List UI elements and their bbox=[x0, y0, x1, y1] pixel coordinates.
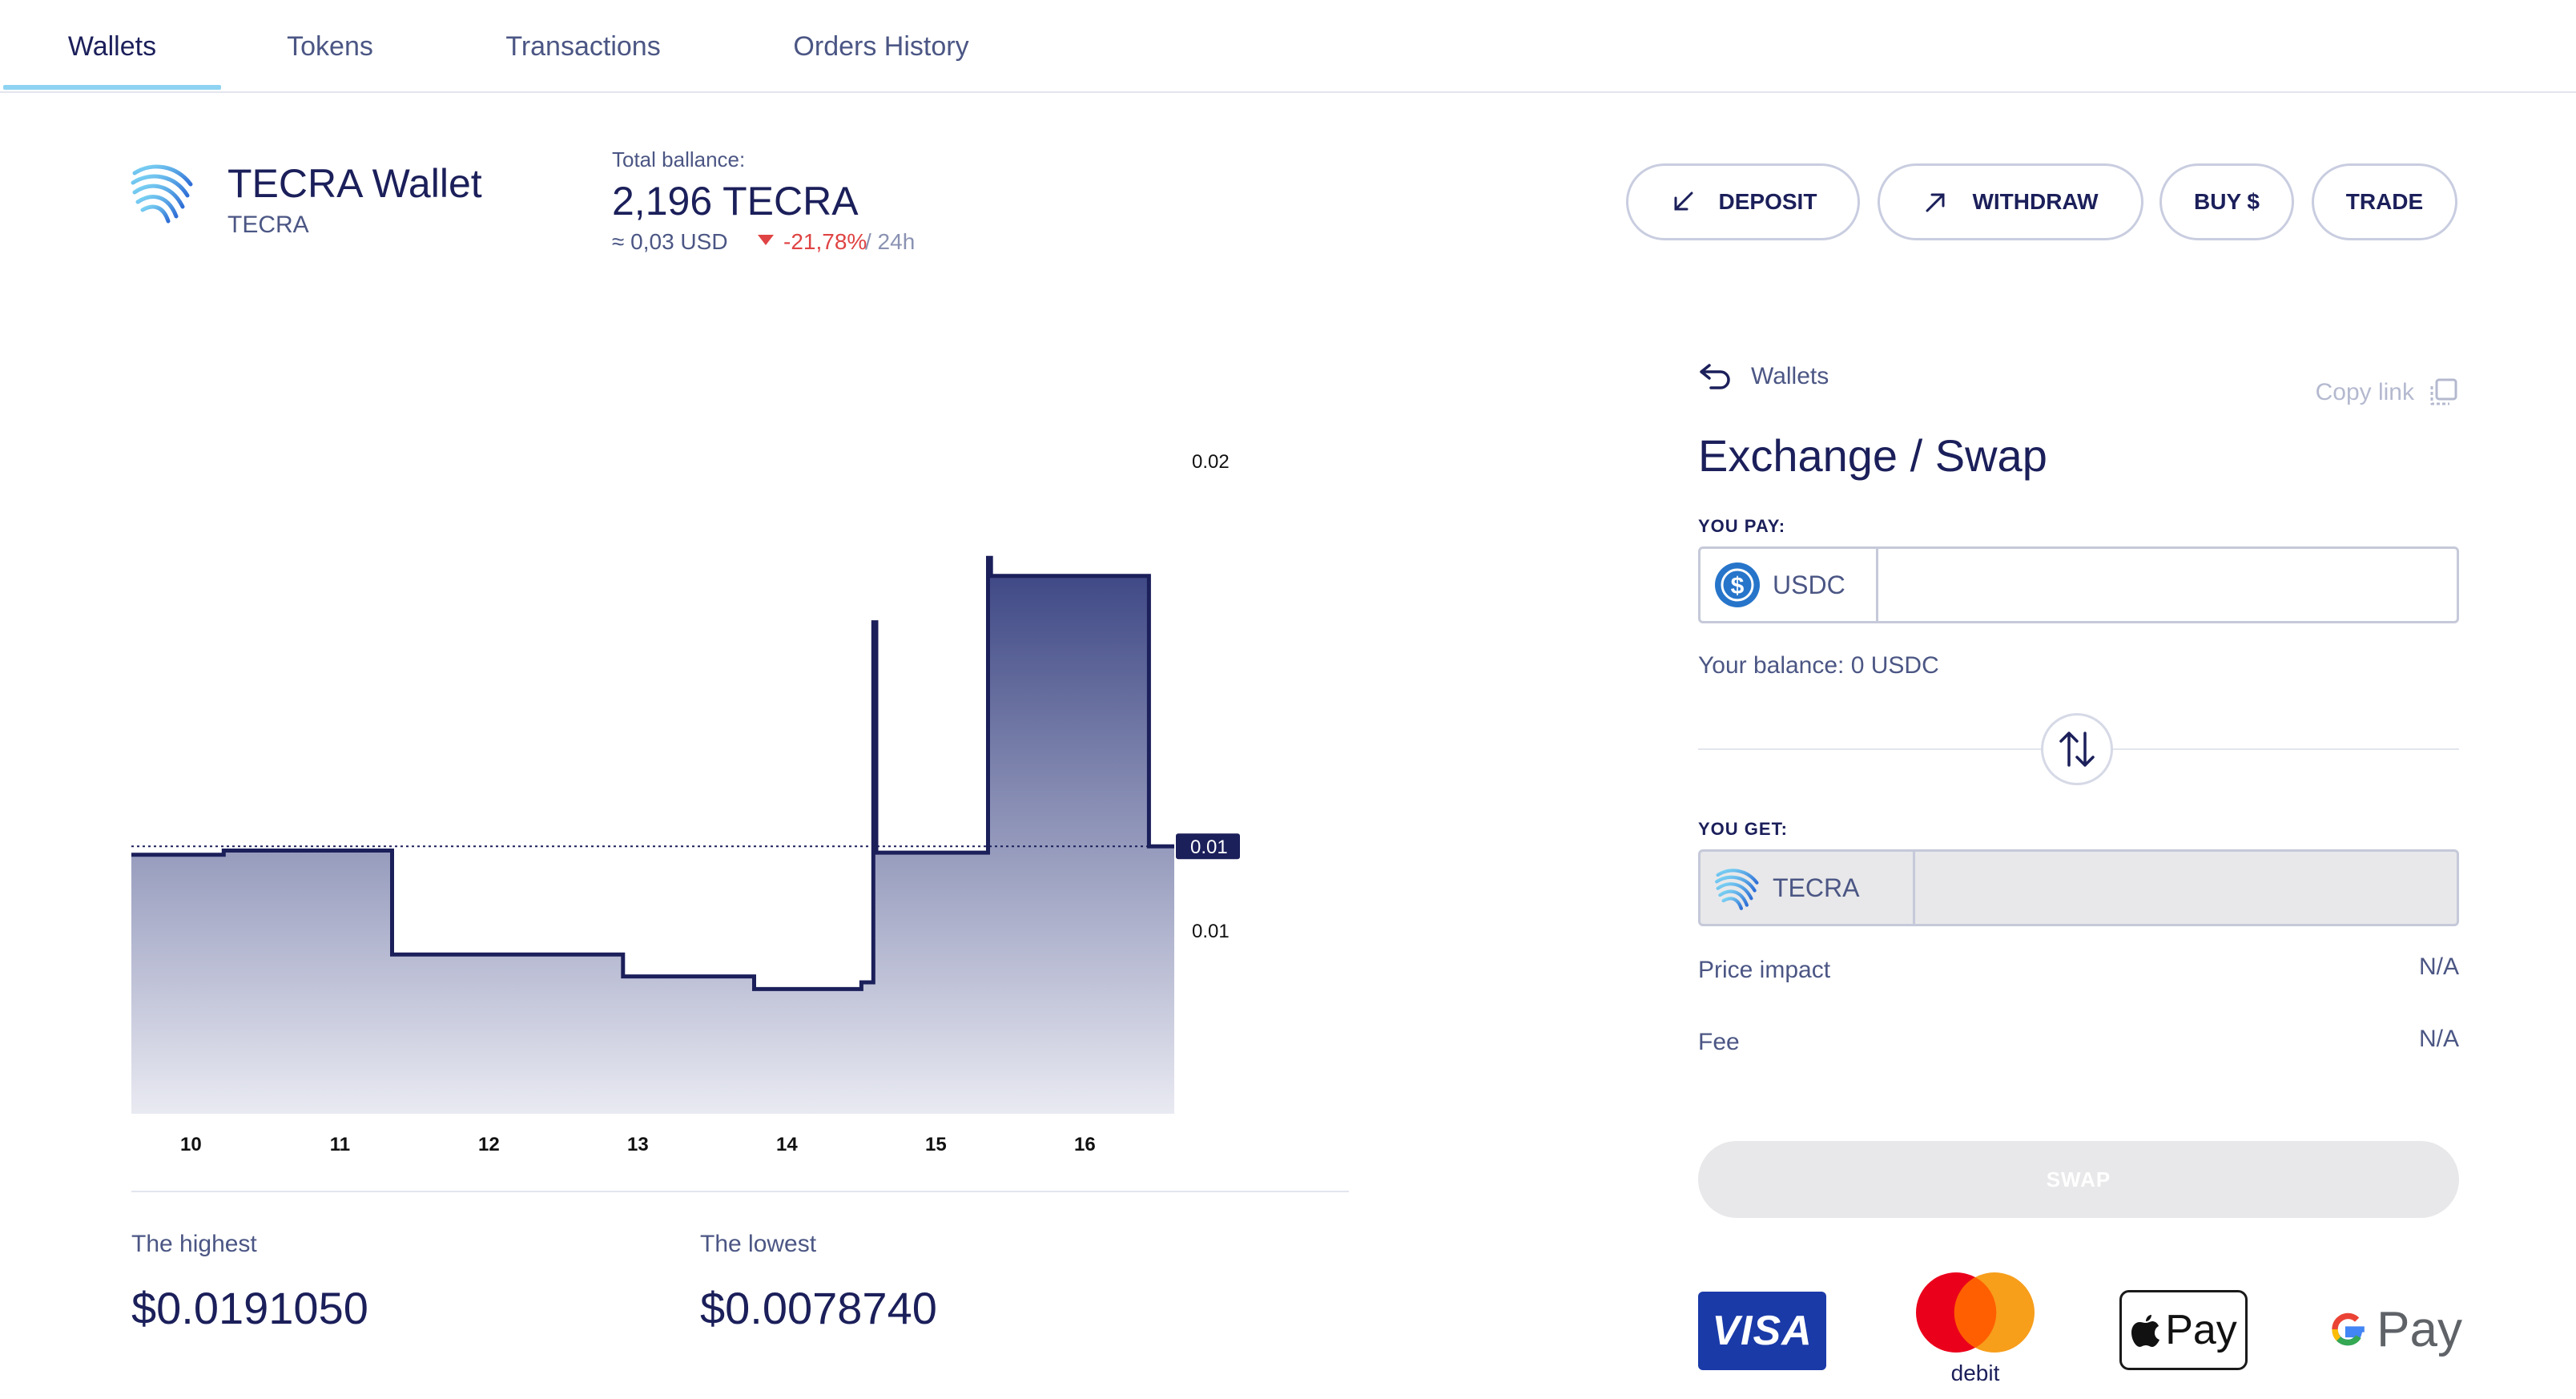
trade-button[interactable]: TRADE bbox=[2312, 163, 2457, 240]
mastercard-debit-logo: debit bbox=[1903, 1271, 2047, 1391]
svg-text:$: $ bbox=[1731, 573, 1745, 599]
highest-value: $0.0191050 bbox=[131, 1283, 368, 1333]
wallet-symbol: TECRA bbox=[227, 212, 309, 238]
usdc-icon: $ bbox=[1715, 562, 1760, 607]
deposit-label: DEPOSIT bbox=[1718, 189, 1817, 214]
chart-area-fill bbox=[131, 558, 1174, 1114]
wallet-title: TECRA Wallet bbox=[227, 161, 482, 206]
pay-token-selector[interactable]: $ USDC bbox=[1701, 549, 1878, 621]
get-token-label: TECRA bbox=[1773, 873, 1860, 902]
google-pay-label: Pay bbox=[2377, 1301, 2462, 1357]
price-impact-value: N/A bbox=[2418, 953, 2459, 980]
balance-usd: ≈ 0,03 USD bbox=[612, 229, 728, 254]
total-balance-value: 2,196 TECRA bbox=[612, 179, 859, 224]
y-tick-label: 0.02 bbox=[1192, 451, 1230, 473]
copy-link-button[interactable]: Copy link bbox=[2316, 377, 2459, 409]
deposit-button[interactable]: DEPOSIT bbox=[1626, 163, 1860, 240]
highest-label: The highest bbox=[131, 1231, 257, 1257]
pay-field: $ USDC bbox=[1698, 546, 2459, 623]
tecra-logo-icon bbox=[131, 164, 193, 224]
x-axis-ticks: 10 11 12 13 14 15 16 bbox=[180, 1134, 1096, 1155]
your-balance: Your balance: 0 USDC bbox=[1698, 652, 1939, 679]
you-get-label: YOU GET: bbox=[1698, 819, 1788, 839]
price-impact-label: Price impact bbox=[1698, 957, 1831, 983]
swap-button[interactable]: SWAP bbox=[1698, 1141, 2459, 1218]
down-triangle-icon bbox=[758, 235, 774, 246]
y-tick-label: 0.01 bbox=[1192, 921, 1230, 942]
pay-amount-input[interactable] bbox=[1878, 549, 2457, 621]
y-axis-ticks: 0.02 0.01 bbox=[1192, 451, 1230, 942]
fee-value: N/A bbox=[2418, 1026, 2459, 1052]
swap-title: Exchange / Swap bbox=[1698, 430, 2047, 481]
current-price-tag bbox=[1176, 833, 1240, 860]
google-g-icon bbox=[2332, 1312, 2365, 1346]
balance-period: / 24h bbox=[865, 229, 916, 254]
copy-link-label: Copy link bbox=[2315, 379, 2414, 405]
x-tick-label: 16 bbox=[1074, 1134, 1096, 1155]
chart-divider bbox=[131, 1191, 1349, 1192]
back-label: Wallets bbox=[1751, 363, 1829, 389]
buy-label: BUY $ bbox=[2194, 189, 2260, 214]
tab-orders-history[interactable]: Orders History bbox=[793, 31, 969, 62]
lowest-label: The lowest bbox=[700, 1231, 817, 1257]
balance-change-value: -21,78% bbox=[783, 229, 867, 254]
get-token-selector[interactable]: TECRA bbox=[1701, 852, 1915, 924]
x-tick-label: 14 bbox=[776, 1134, 798, 1155]
mastercard-label: debit bbox=[1950, 1361, 2000, 1385]
apple-icon bbox=[2131, 1315, 2160, 1347]
swap-arrows-icon bbox=[2059, 732, 2095, 767]
back-arrow-icon bbox=[1700, 364, 1730, 389]
total-balance-label: Total ballance: bbox=[612, 147, 746, 171]
chart-series-line bbox=[131, 555, 1174, 991]
arrow-up-right-icon bbox=[1926, 193, 1945, 212]
tecra-token-icon bbox=[1715, 869, 1759, 910]
active-tab-indicator bbox=[3, 85, 221, 90]
tab-transactions[interactable]: Transactions bbox=[505, 31, 661, 62]
back-to-wallets-link[interactable]: Wallets bbox=[1698, 361, 1829, 393]
visa-logo: VISA bbox=[1698, 1292, 1826, 1370]
tab-tokens[interactable]: Tokens bbox=[287, 31, 373, 62]
tab-wallets[interactable]: Wallets bbox=[67, 31, 157, 62]
apple-pay-label: Pay bbox=[2165, 1307, 2237, 1353]
x-tick-label: 15 bbox=[925, 1134, 947, 1155]
lowest-value: $0.0078740 bbox=[700, 1283, 937, 1333]
apple-pay-logo: Pay bbox=[2119, 1290, 2248, 1370]
x-tick-label: 11 bbox=[330, 1134, 350, 1155]
arrow-down-left-icon bbox=[1674, 192, 1693, 211]
trade-label: TRADE bbox=[2345, 189, 2424, 214]
buy-button[interactable]: BUY $ bbox=[2159, 163, 2294, 240]
x-tick-label: 13 bbox=[627, 1134, 649, 1155]
swap-direction-button[interactable] bbox=[2041, 713, 2113, 785]
get-field: TECRA bbox=[1698, 849, 2459, 926]
x-tick-label: 12 bbox=[478, 1134, 500, 1155]
current-price-tag-label: 0.01 bbox=[1190, 837, 1228, 858]
mastercard-icon bbox=[1916, 1272, 2035, 1353]
withdraw-button[interactable]: WITHDRAW bbox=[1878, 163, 2143, 240]
get-amount-input bbox=[1915, 852, 2457, 924]
fee-label: Fee bbox=[1698, 1029, 1740, 1055]
top-tabs: Wallets Tokens Transactions Orders Histo… bbox=[0, 0, 2576, 93]
x-tick-label: 10 bbox=[180, 1134, 202, 1155]
google-pay-logo: Pay bbox=[2326, 1293, 2462, 1365]
withdraw-label: WITHDRAW bbox=[1972, 189, 2099, 214]
balance-change: -21,78% bbox=[758, 229, 867, 255]
copy-icon bbox=[2430, 378, 2457, 405]
price-chart: 10 11 12 13 14 15 16 0.02 0.01 0.01 bbox=[131, 451, 1240, 1155]
you-pay-label: YOU PAY: bbox=[1698, 516, 1786, 536]
pay-token-label: USDC bbox=[1773, 570, 1845, 599]
